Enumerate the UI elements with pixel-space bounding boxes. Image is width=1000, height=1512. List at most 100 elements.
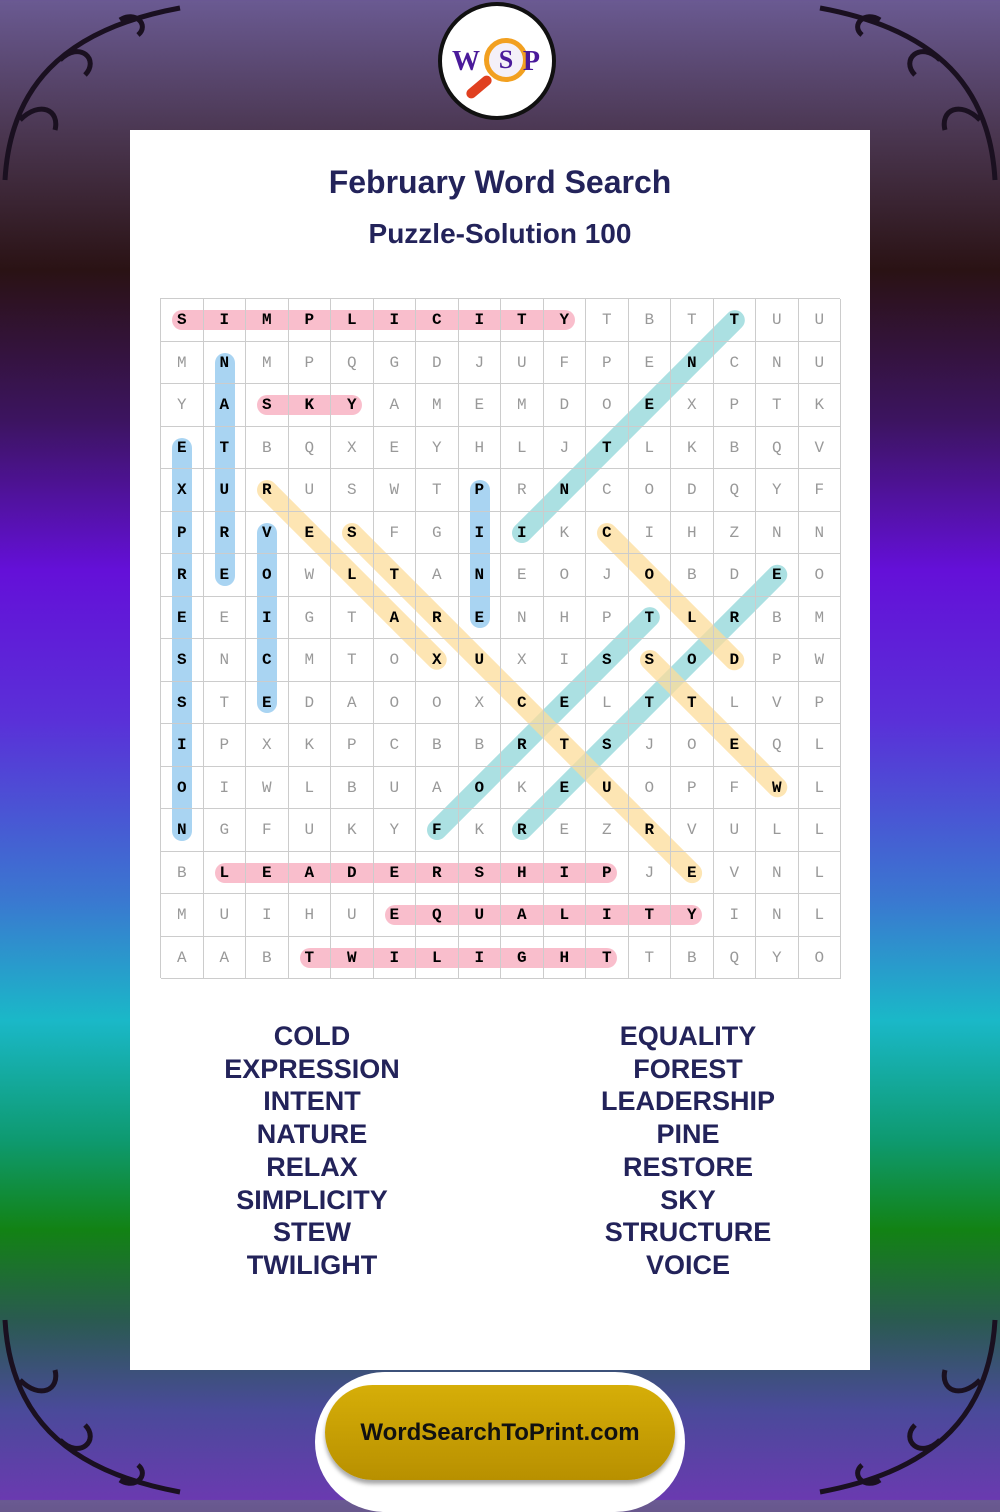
grid-cell: T xyxy=(586,299,629,342)
grid-cell: A xyxy=(288,851,331,894)
grid-cell: I xyxy=(543,639,586,682)
grid-cell: B xyxy=(458,724,501,767)
grid-cell: U xyxy=(331,894,374,937)
grid-cell: K xyxy=(671,426,714,469)
grid-cell: B xyxy=(671,936,714,979)
grid-cell: K xyxy=(458,809,501,852)
grid-cell: U xyxy=(798,299,841,342)
page-subtitle: Puzzle-Solution 100 xyxy=(368,218,632,249)
grid-cell: O xyxy=(671,724,714,767)
grid-cell: E xyxy=(543,766,586,809)
word-item: SKY xyxy=(660,1184,716,1215)
grid-cell: X xyxy=(331,426,374,469)
grid-cell: R xyxy=(501,809,544,852)
grid-cell: X xyxy=(458,681,501,724)
grid-cell: O xyxy=(161,766,204,809)
grid-cell: P xyxy=(798,681,841,724)
grid-cell: R xyxy=(501,724,544,767)
grid-cell: E xyxy=(713,724,756,767)
grid-cell: H xyxy=(671,511,714,554)
website-link[interactable]: WordSearchToPrint.com xyxy=(325,1385,675,1480)
grid-cell: P xyxy=(586,596,629,639)
grid-cell: V xyxy=(246,511,289,554)
grid-cell: P xyxy=(288,299,331,342)
grid-cell: N xyxy=(756,341,799,384)
word-item: VOICE xyxy=(645,1249,731,1280)
grid-cell: B xyxy=(246,426,289,469)
grid-cell: E xyxy=(628,384,671,427)
grid-cell: Q xyxy=(756,426,799,469)
grid-cell: U xyxy=(458,894,501,937)
grid-cell: W xyxy=(373,469,416,512)
grid-cell: E xyxy=(288,511,331,554)
grid-cell: O xyxy=(798,554,841,597)
grid-cell: N xyxy=(501,596,544,639)
grid-cell: O xyxy=(416,681,459,724)
grid-cell: M xyxy=(161,341,204,384)
highlight-sky xyxy=(257,395,363,416)
grid-cell: S xyxy=(331,469,374,512)
grid-cell: O xyxy=(798,936,841,979)
grid-cell: D xyxy=(713,639,756,682)
grid-cell: F xyxy=(246,809,289,852)
grid-cell: R xyxy=(203,511,246,554)
grid-cell: L xyxy=(586,681,629,724)
highlight-leadership xyxy=(214,862,618,883)
grid-cell: E xyxy=(756,554,799,597)
word-item: NATURE xyxy=(256,1119,368,1150)
grid-cell: T xyxy=(756,384,799,427)
grid-cell: L xyxy=(331,299,374,342)
word-item: RELAX xyxy=(266,1151,358,1182)
grid-cell: L xyxy=(798,809,841,852)
grid-cell: C xyxy=(713,341,756,384)
word-item: FOREST xyxy=(633,1053,743,1084)
grid-cell: E xyxy=(246,851,289,894)
grid-cell: H xyxy=(543,596,586,639)
grid-cell: J xyxy=(543,426,586,469)
grid-cell: N xyxy=(671,341,714,384)
grid-cell: Z xyxy=(586,809,629,852)
highlight-simplicity xyxy=(172,310,575,331)
grid-cell: Q xyxy=(416,894,459,937)
grid-cell: E xyxy=(161,426,204,469)
grid-cell: B xyxy=(161,851,204,894)
grid-cell: T xyxy=(671,299,714,342)
grid-cell: A xyxy=(501,894,544,937)
grid-cell: R xyxy=(713,596,756,639)
grid-cell: R xyxy=(246,469,289,512)
grid-cell: E xyxy=(246,681,289,724)
word-item: INTENT xyxy=(263,1086,361,1117)
grid-cell: D xyxy=(671,469,714,512)
grid-cell: W xyxy=(798,639,841,682)
grid-cell: U xyxy=(288,809,331,852)
grid-cell: E xyxy=(671,851,714,894)
word-item: RESTORE xyxy=(622,1151,754,1182)
grid-cell: L xyxy=(416,936,459,979)
grid-cell: E xyxy=(543,681,586,724)
ornament-corner-icon xyxy=(819,5,998,181)
grid-cell: H xyxy=(458,426,501,469)
grid-cell: N xyxy=(203,341,246,384)
grid-cell: S xyxy=(161,639,204,682)
grid-cell: U xyxy=(501,341,544,384)
grid-cell: T xyxy=(331,639,374,682)
grid-cell: A xyxy=(331,681,374,724)
grid-cell: Y xyxy=(373,809,416,852)
grid-cell: P xyxy=(161,511,204,554)
grid-cell: M xyxy=(246,341,289,384)
grid-cell: C xyxy=(586,469,629,512)
grid-cell: K xyxy=(543,511,586,554)
word-list-left: COLD EXPRESSION INTENT NATURE RELAX SIMP… xyxy=(162,1020,462,1282)
grid-cell: B xyxy=(628,299,671,342)
grid-cell: F xyxy=(713,766,756,809)
grid-cell: I xyxy=(586,894,629,937)
grid-cell: Y xyxy=(543,299,586,342)
grid-cell: T xyxy=(628,936,671,979)
grid-cell: L xyxy=(501,426,544,469)
wsp-logo[interactable]: W S P xyxy=(438,2,556,120)
grid-cell: T xyxy=(203,681,246,724)
grid-cell: T xyxy=(288,936,331,979)
logo-letter: W xyxy=(452,46,480,77)
grid-cell: S xyxy=(458,851,501,894)
